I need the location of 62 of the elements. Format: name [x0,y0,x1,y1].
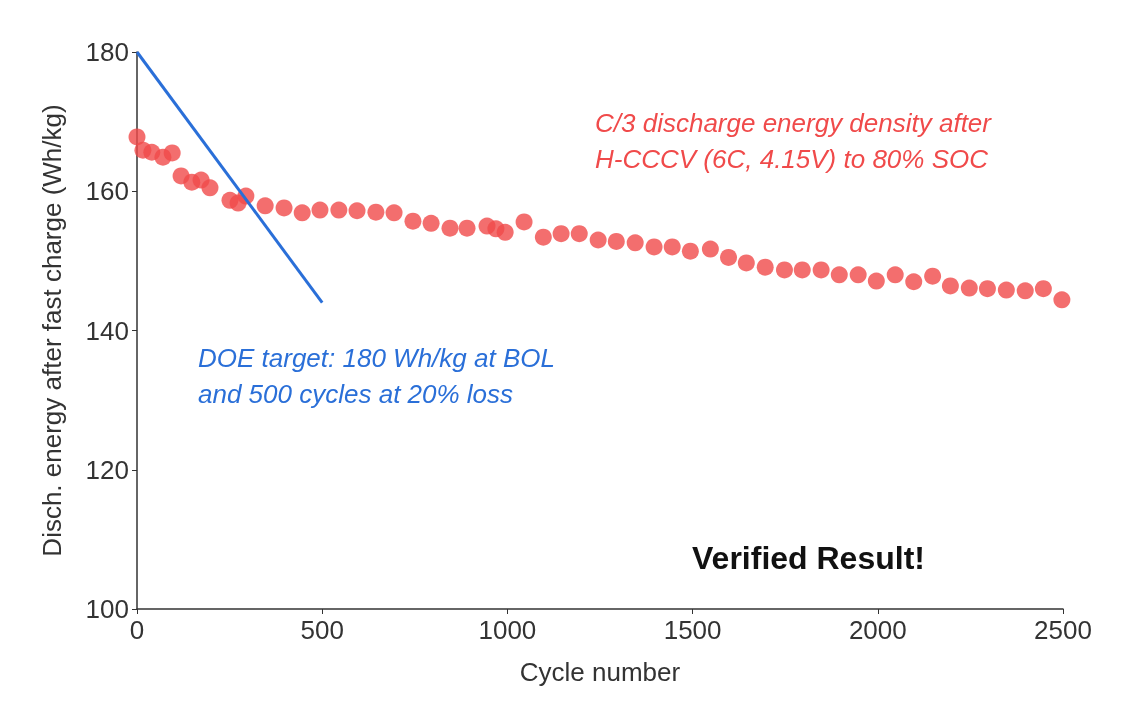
y-tick-label: 160 [85,176,129,207]
y-tick-label: 100 [85,594,129,624]
point [458,219,476,237]
point [422,214,440,232]
annotation: Verified Result! [692,540,925,576]
point [645,238,663,256]
x-tick-label: 2000 [848,615,907,645]
point [404,212,422,230]
point [1034,280,1052,298]
annotation: DOE target: 180 Wh/kg at BOL and 500 cycles at 20% loss [198,343,555,409]
point [348,202,366,220]
point [1016,282,1034,300]
x-tick-label: 1000 [478,615,537,645]
point [775,261,793,279]
point [293,204,311,222]
x-axis-title: Cycle number [519,657,681,687]
point [330,201,348,219]
point [163,144,181,162]
point [385,204,403,222]
point [997,281,1015,299]
point [589,231,607,249]
point [756,258,774,276]
point [737,254,755,272]
point [441,219,459,237]
point [793,261,811,279]
y-tick-label: 140 [85,315,129,346]
point [496,223,514,241]
point [886,266,904,284]
annotation: C/3 discharge energy density after H-CCCV (6C, 4.15V) to 80% SOC [595,108,993,174]
point [607,232,625,250]
y-tick-label: 180 [85,37,129,67]
point [570,225,588,243]
point [256,197,274,215]
point [311,201,329,219]
x-tick-label: 2500 [1034,615,1092,645]
point [128,128,146,146]
point [534,228,552,246]
point [812,261,830,279]
point [626,234,644,252]
point [941,277,959,295]
point [701,240,719,258]
point [867,272,885,290]
point [905,273,923,291]
point [720,248,738,266]
point [978,280,996,298]
point [1053,291,1071,309]
y-tick-label: 120 [85,454,129,485]
point [849,266,867,284]
point [663,238,681,256]
x-tick-label: 500 [300,615,344,645]
point [960,279,978,297]
point [924,267,942,285]
x-tick-label: 1500 [663,615,722,645]
y-axis-title: Disch. energy after fast charge (Wh/kg) [37,104,67,557]
point [830,266,848,284]
point [681,242,699,260]
point [201,179,219,197]
point [367,203,385,221]
point [275,199,293,217]
x-tick-label: 0 [129,615,145,645]
point [515,213,533,231]
point [552,225,570,243]
